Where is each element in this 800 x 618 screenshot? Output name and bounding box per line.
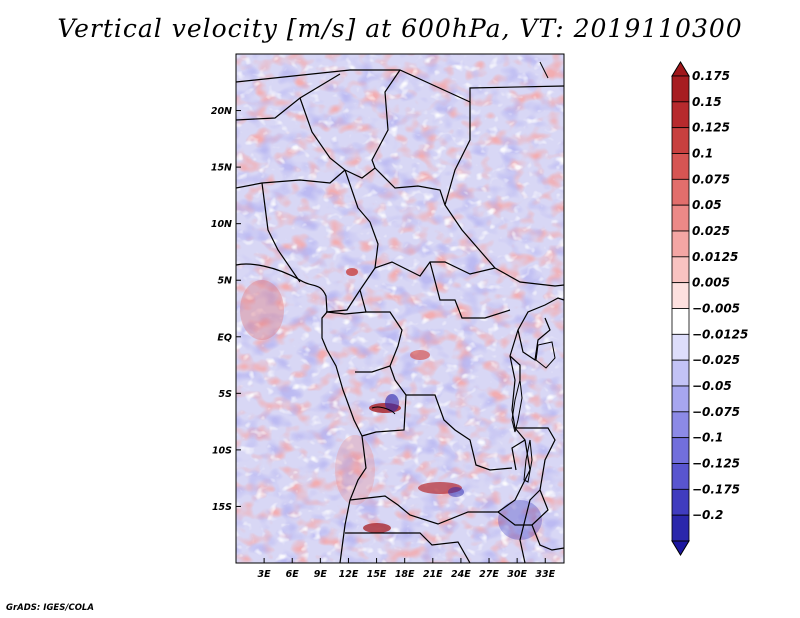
x-tick-label: 18E [395, 569, 415, 580]
colorbar-swatch [671, 101, 690, 129]
colorbar-swatch [671, 282, 690, 309]
colorbar-label: 0.15 [692, 95, 722, 109]
chart-title: Vertical velocity [m/s] at 600hPa, VT: 2… [57, 14, 743, 43]
colorbar-swatch [671, 514, 690, 542]
colorbar-label: −0.0125 [692, 327, 748, 341]
x-tick-label: 9E [314, 569, 328, 580]
colorbar-label: −0.05 [692, 379, 732, 393]
colorbar-label: 0.125 [692, 121, 730, 135]
colorbar-label: 0.175 [692, 69, 730, 83]
y-tick-label: 20N [211, 106, 232, 117]
y-tick-label: 5S [219, 389, 233, 400]
colorbar-swatch [671, 463, 690, 490]
colorbar-label: −0.075 [692, 405, 740, 419]
y-tick-label: EQ [217, 332, 232, 343]
x-tick-label: 15E [367, 569, 387, 580]
y-tick-label: 5N [217, 276, 232, 287]
colorbar-label: −0.125 [692, 457, 740, 471]
colorbar-swatch [671, 308, 690, 335]
x-tick-label: 33E [535, 569, 555, 580]
colorbar-swatch [671, 411, 690, 439]
colorbar-swatch [671, 178, 690, 206]
colorbar-swatch [671, 127, 690, 154]
colorbar-label: −0.025 [692, 353, 740, 367]
colorbar-swatch [671, 488, 690, 516]
y-tick-label: 10N [211, 219, 232, 230]
x-tick-label: 27E [479, 569, 499, 580]
colorbar-label: −0.2 [692, 508, 723, 522]
vertical-velocity-field [236, 54, 564, 563]
colorbar-label: 0.0125 [692, 250, 738, 264]
colorbar-label: 0.05 [692, 198, 722, 212]
colorbar-label: 0.025 [692, 224, 730, 238]
colorbar-swatch [671, 230, 690, 258]
colorbar: 0.175 0.15 0.125 0.1 0.075 0.05 0.025 0.0125 0.0… [671, 61, 748, 556]
y-tick-label: 15N [211, 163, 232, 174]
colorbar-swatch [671, 204, 690, 232]
strong-cells [240, 268, 542, 540]
colorbar-label: 0.005 [692, 276, 730, 290]
colorbar-swatch [671, 359, 690, 387]
y-tick-label: 10S [212, 445, 232, 456]
colorbar-label: −0.175 [692, 482, 740, 496]
x-tick-label: 30E [507, 569, 527, 580]
grads-credit: GrADS: IGES/COLA [6, 603, 94, 613]
colorbar-swatch [671, 437, 690, 464]
lakes [371, 61, 556, 483]
colorbar-swatch [671, 385, 690, 413]
colorbar-bottom-arrow [671, 540, 690, 556]
x-tick-label: 6E [286, 569, 300, 580]
y-tick-label: 15S [212, 502, 232, 513]
x-tick-label: 21E [423, 569, 443, 580]
colorbar-label: −0.005 [692, 302, 740, 316]
colorbar-swatch [671, 333, 690, 361]
colorbar-label: −0.1 [692, 431, 723, 445]
colorbar-label: 0.075 [692, 172, 730, 186]
colorbar-swatch [671, 153, 690, 180]
colorbar-label: 0.1 [692, 147, 713, 161]
map-frame [235, 53, 565, 564]
colorbar-top-arrow [671, 61, 690, 77]
x-tick-label: 3E [258, 569, 272, 580]
colorbar-swatch [671, 75, 690, 103]
x-axis: 3E 6E 9E 12E 15E 18E 21E 24E 27E 30E 33E [258, 558, 556, 580]
x-tick-label: 12E [339, 569, 359, 580]
colorbar-swatch [671, 256, 690, 284]
field-white-noise [236, 54, 564, 563]
y-axis: 20N 15N 10N 5N EQ 5S 10S 15S [211, 106, 241, 513]
x-tick-label: 24E [451, 569, 471, 580]
